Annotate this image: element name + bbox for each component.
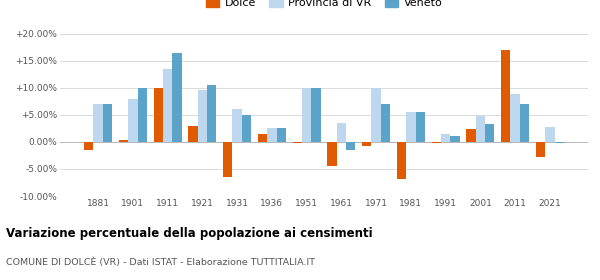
Bar xyxy=(520,104,529,142)
Bar xyxy=(103,104,112,142)
Bar xyxy=(451,136,460,142)
Bar xyxy=(242,115,251,142)
Bar xyxy=(128,99,137,142)
Bar xyxy=(441,134,451,142)
Bar xyxy=(293,142,302,143)
Bar xyxy=(223,142,232,177)
Bar xyxy=(466,129,476,142)
Bar xyxy=(545,127,554,142)
Bar xyxy=(258,134,267,142)
Text: Variazione percentuale della popolazione ai censimenti: Variazione percentuale della popolazione… xyxy=(6,227,373,240)
Bar xyxy=(337,123,346,142)
Bar xyxy=(406,112,416,142)
Text: COMUNE DI DOLCÈ (VR) - Dati ISTAT - Elaborazione TUTTITALIA.IT: COMUNE DI DOLCÈ (VR) - Dati ISTAT - Elab… xyxy=(6,258,315,267)
Bar xyxy=(554,142,564,143)
Bar xyxy=(381,104,390,142)
Bar xyxy=(511,94,520,142)
Legend: Dolcè, Provincia di VR, Veneto: Dolcè, Provincia di VR, Veneto xyxy=(202,0,446,11)
Bar xyxy=(277,128,286,142)
Bar xyxy=(232,109,242,142)
Bar xyxy=(172,53,182,142)
Bar xyxy=(137,88,147,142)
Bar xyxy=(119,140,128,142)
Bar xyxy=(362,142,371,146)
Bar xyxy=(207,85,217,142)
Bar xyxy=(371,88,381,142)
Bar xyxy=(302,88,311,142)
Bar xyxy=(346,142,355,150)
Bar xyxy=(154,88,163,142)
Bar xyxy=(485,124,494,142)
Bar xyxy=(311,88,320,142)
Bar xyxy=(476,116,485,142)
Bar xyxy=(267,128,277,142)
Bar xyxy=(501,50,511,142)
Bar xyxy=(94,104,103,142)
Bar xyxy=(397,142,406,179)
Bar xyxy=(197,90,207,142)
Bar xyxy=(416,112,425,142)
Bar xyxy=(84,142,94,150)
Bar xyxy=(163,69,172,142)
Bar xyxy=(536,142,545,157)
Bar xyxy=(328,142,337,166)
Bar xyxy=(431,142,441,143)
Bar xyxy=(188,126,197,142)
